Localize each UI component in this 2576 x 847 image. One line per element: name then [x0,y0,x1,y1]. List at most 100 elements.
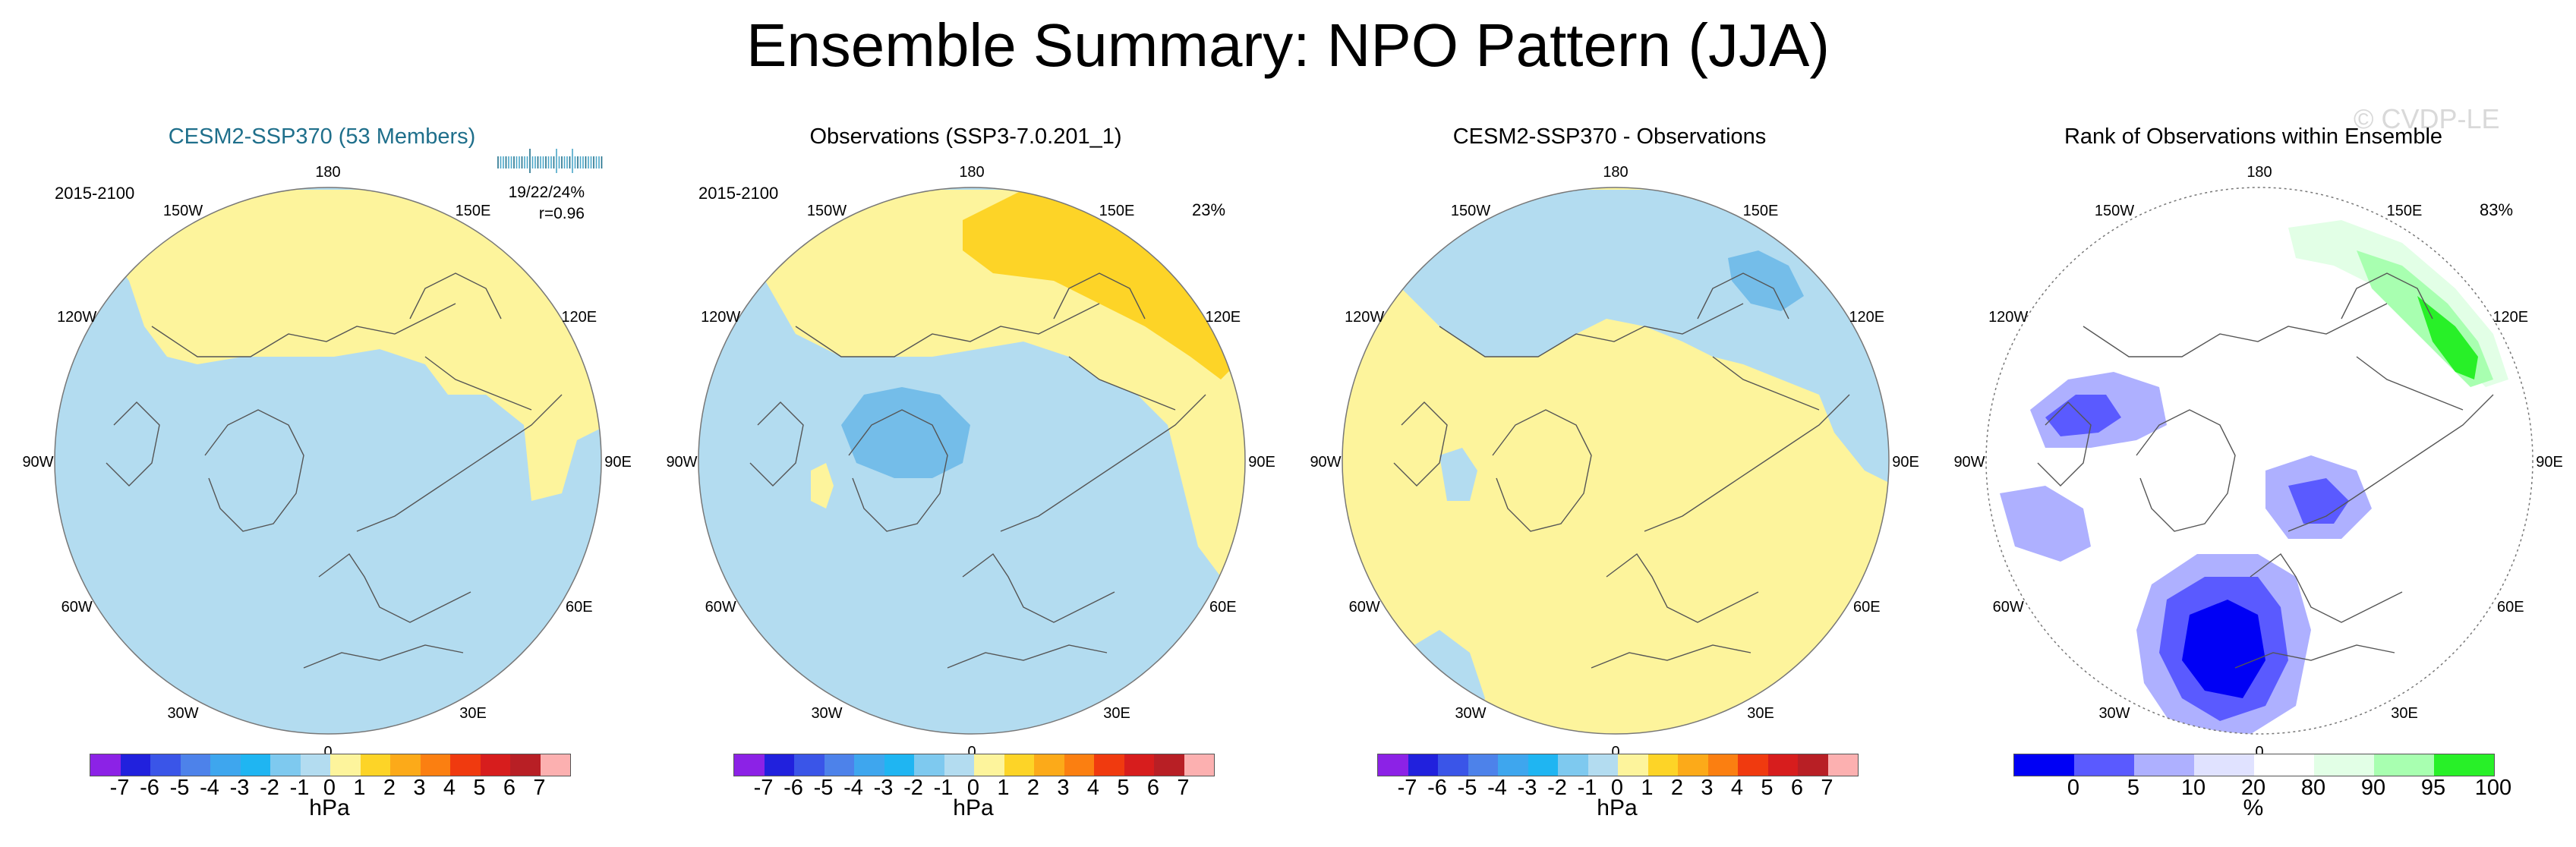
negative-patch-2 [1439,448,1477,501]
colorbar-swatch [90,754,121,776]
colorbar-swatch [270,754,301,776]
longitude-label: 30W [1455,705,1486,722]
colorbar-swatch [1647,754,1678,776]
rank-low-atlantic-core [2182,600,2265,698]
longitude-label: 120W [1345,309,1384,326]
rank-low-canada-core [2045,395,2121,436]
coastline-3 [1000,394,1206,532]
colorbar-swatch [734,754,765,776]
colorbar-swatch [1528,754,1558,776]
colorbar-tick-label: 7 [1821,776,1833,800]
colorbar-swatch [794,754,825,776]
longitude-label: 120W [701,309,740,326]
colorbar-tick-label: 1 [997,776,1010,800]
longitude-label: 120W [57,309,96,326]
colorbar-tick-label: 6 [503,776,516,800]
longitude-label: 150W [1451,203,1490,219]
map-background [1986,187,2533,734]
coastline-6 [1697,272,1789,320]
colorbar-swatch [450,754,481,776]
panel-title[interactable]: CESM2-SSP370 - Observations [1452,124,1767,149]
rank-low-scandinavia-core [2288,478,2349,524]
longitude-label: 180 [315,164,340,181]
colorbar [733,754,1215,776]
map-fill [1985,187,2533,735]
colorbar [90,754,571,776]
coastline-0 [1439,303,1744,357]
rank-high [2417,296,2478,379]
coastline-2 [749,401,804,486]
colorbar-unit: % [2243,795,2264,820]
colorbar-tick-label: 0 [323,776,336,800]
coastline-1 [204,409,304,532]
coastline-7 [303,644,464,669]
longitude-label: 150E [1099,203,1135,219]
colorbar-swatch [2314,754,2374,776]
panel-difference: CESM2-SSP370 - Observations 180 150E 120E 9… [1288,0,1931,847]
colorbar-tick-label: 5 [1761,776,1774,800]
coastline-1 [848,409,948,532]
colorbar-tick-label: -3 [1517,776,1537,800]
longitude-label: 90W [666,454,697,471]
map-fill [698,187,1246,735]
coastline-4 [2250,553,2403,623]
colorbar-swatch [390,754,421,776]
panel-title[interactable]: Rank of Observations within Ensemble [2064,124,2443,149]
colorbar-swatch [1678,754,1708,776]
longitude-label: 90W [1953,454,1985,471]
longitude-label: 90E [1892,454,1919,471]
period-label: 2015-2100 [55,184,135,203]
colorbar-swatch [420,754,450,776]
rank-high-patch [2015,235,2060,273]
longitude-label: 60E [1209,599,1237,616]
longitude-label: 150E [456,203,491,219]
coastline-4 [962,553,1115,623]
colorbar-tick-label: 80 [2300,776,2326,800]
longitude-label: 180 [2247,164,2272,181]
colorbar-tick-label: -5 [813,776,834,800]
longitude-label: 120W [1988,309,2028,326]
colorbar-tick-label: -4 [843,776,863,800]
colorbar-tick-label: 0 [966,776,980,800]
colorbar-swatch [1064,754,1094,776]
longitude-label: 180 [959,164,984,181]
percent-annotation: 23% [1192,200,1226,219]
member-strip-icon [497,149,603,173]
colorbar-swatch [1558,754,1588,776]
coastline-3 [2288,394,2494,532]
colorbar-swatch [2194,754,2254,776]
colorbar-tick-label: -5 [169,776,190,800]
colorbar-tick-label: 1 [353,776,366,800]
figure-title: Ensemble Summary: NPO Pattern (JJA) [746,11,1830,79]
panel-title[interactable]: CESM2-SSP370 (53 Members) [168,124,476,149]
colorbar-unit: hPa [309,795,350,820]
coastline-5 [1068,356,1176,411]
longitude-label: 0 [323,744,332,760]
colorbar-swatch [240,754,270,776]
colorbar-swatch [300,754,330,776]
colorbar-tick-label: 90 [2360,776,2386,800]
longitude-label: 120E [1205,309,1241,326]
polar-map: 180 150E 120E 90E 60E 30E 0 30W 60W 90W 120W 150W [1953,164,2562,760]
colorbar-swatch [884,754,914,776]
map-border [1985,187,2533,735]
period-label: 2015-2100 [698,184,779,203]
colorbar-tick-label: -1 [933,776,954,800]
stats-annotation: 19/22/24% r=0.96 [471,182,585,225]
strong-negative-region [1728,250,1804,311]
coastline-5 [1712,356,1820,411]
longitude-label: 30E [1747,705,1774,722]
colorbar-tick-label: -5 [1457,776,1477,800]
coastline-1 [2136,409,2236,532]
panel-title[interactable]: Observations (SSP3-7.0.201_1) [809,124,1122,149]
colorbar-swatch [2434,754,2494,776]
colorbar-tick-label: 95 [2420,776,2446,800]
colorbar-swatch [854,754,884,776]
colorbar-swatch [1004,754,1034,776]
colorbar-swatch [2254,754,2314,776]
colorbar-tick-label: 2 [1670,776,1684,800]
colorbar-swatch [1094,754,1124,776]
map-border [54,187,602,735]
longitude-label: 90W [22,454,53,471]
